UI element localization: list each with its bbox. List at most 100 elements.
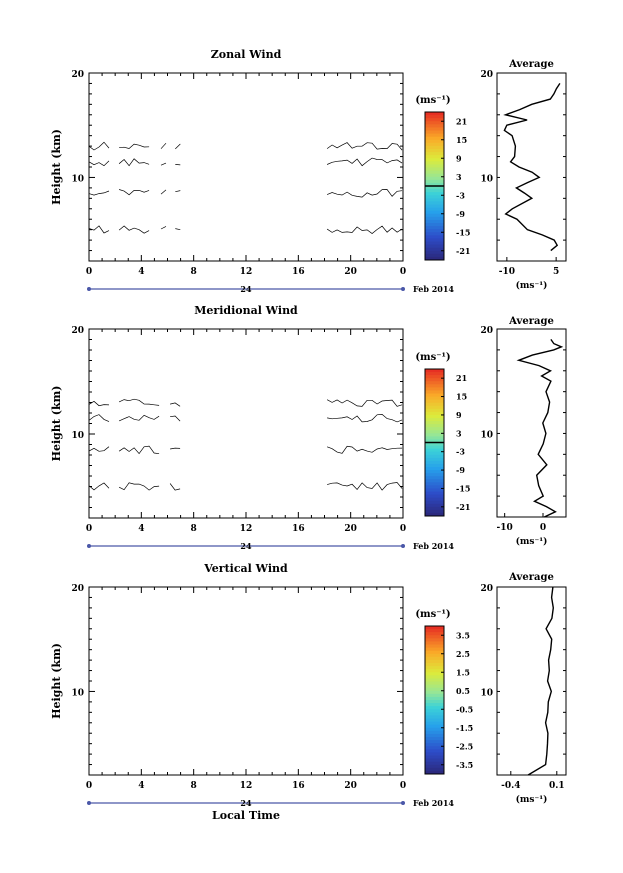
colorbar-swatch	[425, 152, 444, 156]
colorbar-swatch	[425, 238, 444, 242]
colorbar-swatch	[425, 727, 444, 732]
colorbar-swatch	[425, 656, 444, 661]
colorbar-unit: (ms⁻¹)	[415, 609, 450, 620]
colorbar-swatch	[425, 442, 444, 447]
colorbar-swatch	[425, 121, 444, 125]
colorbar-swatch	[425, 226, 444, 230]
colorbar-swatch	[425, 433, 444, 437]
colorbar-swatch	[425, 460, 444, 465]
colorbar-swatch	[425, 703, 444, 707]
colorbar-swatch	[425, 743, 444, 747]
colorbar-tick: -15	[456, 483, 470, 493]
colorbar-swatch	[425, 112, 444, 116]
colorbar-swatch	[425, 467, 444, 471]
colorbar-swatch	[425, 418, 444, 422]
colorbar-swatch	[425, 133, 444, 138]
x-tick-label: 0	[400, 524, 406, 534]
x-tick-label: 20	[344, 267, 357, 277]
x-tick-label: 4	[138, 267, 144, 277]
colorbar-swatch	[425, 399, 444, 404]
colorbar-tick: 21	[456, 373, 467, 383]
panel-0: Zonal Wind 0 4 8 12 16 20 0 20 10 Height (km) 24 Feb…	[50, 48, 567, 294]
y-axis-label: Height (km)	[50, 643, 63, 719]
colorbar-swatch	[425, 396, 444, 401]
y-tick-label: 20	[71, 70, 84, 80]
colorbar-tick: -21	[456, 246, 470, 256]
colorbar-swatch	[425, 424, 444, 428]
colorbar-swatch	[425, 737, 444, 741]
x-tick-label: 20	[344, 524, 357, 534]
colorbar-swatch	[425, 253, 444, 258]
colorbar-swatch	[425, 500, 444, 505]
profile-title: Average	[508, 572, 554, 583]
x-tick-label: 0	[400, 781, 406, 791]
colorbar-swatch	[425, 454, 444, 459]
colorbar-tick: -9	[456, 209, 465, 219]
colorbar-swatch	[425, 746, 444, 750]
colorbar-swatch	[425, 684, 444, 689]
y-axis-label: Height (km)	[50, 129, 63, 205]
colorbar-unit: (ms⁻¹)	[415, 352, 450, 363]
colorbar-swatch	[425, 139, 444, 144]
colorbar-swatch	[425, 752, 444, 756]
colorbar-swatch	[425, 118, 444, 122]
x-tick-label: 4	[138, 781, 144, 791]
colorbar-swatch	[425, 167, 444, 172]
colorbar-swatch	[425, 256, 444, 261]
colorbar-swatch	[425, 709, 444, 713]
colorbar-swatch	[425, 198, 444, 202]
x-tick-label: 8	[191, 781, 197, 791]
colorbar-swatch	[425, 770, 444, 775]
colorbar-swatch	[425, 372, 444, 376]
x-tick-label: 16	[292, 524, 305, 534]
colorbar-swatch	[425, 488, 444, 492]
panel-1: Meridional Wind 0 4 8 12 16 20 0 20 10 Height (km)…	[50, 304, 567, 551]
colorbar-swatch	[425, 632, 444, 636]
colorbar-swatch	[425, 207, 444, 212]
colorbar-tick: 3	[456, 172, 462, 182]
colorbar-swatch	[425, 629, 444, 633]
x-tick-label: 0	[86, 781, 92, 791]
profile-x-tick: 0	[540, 523, 546, 533]
profile-x-label: (ms⁻¹)	[516, 794, 548, 805]
profile-x-tick: 0.1	[549, 781, 565, 791]
colorbar-swatch	[425, 718, 444, 723]
profile-y-tick: 20	[480, 584, 493, 594]
y-tick-label: 20	[71, 584, 84, 594]
colorbar-swatch	[425, 767, 444, 772]
date-label: 24	[240, 798, 252, 808]
colorbar-swatch	[425, 158, 444, 162]
colorbar-swatch	[425, 115, 444, 119]
profile-line	[527, 586, 555, 776]
chart-title: Zonal Wind	[211, 48, 282, 61]
profile-y-tick: 20	[480, 70, 493, 80]
date-tail: Feb 2014	[413, 798, 454, 808]
colorbar-swatch	[425, 512, 444, 517]
colorbar-swatch	[425, 232, 444, 236]
x-tick-label: 16	[292, 267, 305, 277]
colorbar-swatch	[425, 700, 444, 704]
x-tick-label: 4	[138, 524, 144, 534]
colorbar-swatch	[425, 176, 444, 181]
date-tail: Feb 2014	[413, 284, 454, 294]
colorbar-swatch	[425, 761, 444, 766]
colorbar-swatch	[425, 482, 444, 486]
colorbar-swatch	[425, 690, 444, 695]
colorbar-swatch	[425, 164, 444, 168]
colorbar-swatch	[425, 213, 444, 218]
colorbar-swatch	[425, 758, 444, 763]
colorbar-tick: -15	[456, 227, 470, 237]
colorbar-swatch	[425, 733, 444, 738]
colorbar-swatch	[425, 195, 444, 199]
colorbar-swatch	[425, 712, 444, 716]
colorbar-swatch	[425, 675, 444, 679]
chart-title: Vertical Wind	[203, 562, 288, 575]
colorbar-swatch	[425, 687, 444, 692]
colorbar-tick: 9	[456, 410, 462, 420]
profile-y-tick: 10	[480, 688, 493, 698]
colorbar-swatch	[425, 405, 444, 410]
colorbar-tick: 1.5	[456, 667, 470, 677]
y-tick-label: 20	[71, 326, 84, 336]
x-tick-label: 12	[240, 781, 253, 791]
plot-frame	[88, 586, 404, 776]
